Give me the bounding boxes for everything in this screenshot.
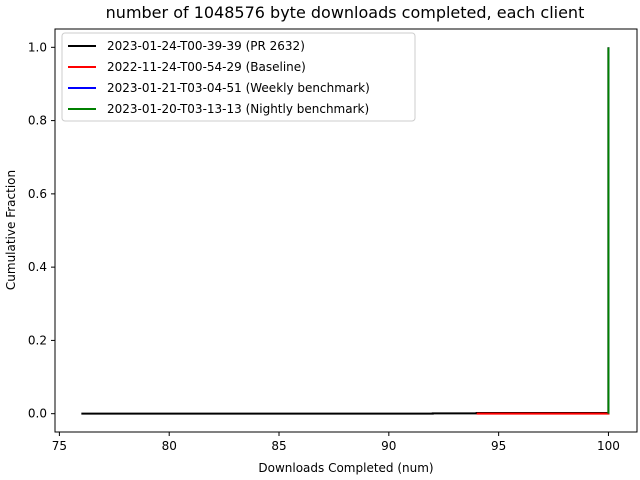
legend: 2023-01-24-T00-39-39 (PR 2632) 2022-11-24… — [61, 32, 416, 122]
x-tick-label: 80 — [162, 439, 177, 453]
y-tick-label: 0.4 — [28, 260, 47, 274]
legend-box — [61, 32, 416, 122]
x-tick-label: 100 — [597, 439, 620, 453]
series-layer — [81, 47, 610, 415]
plot-frame — [54, 28, 638, 433]
chart-title: number of 1048576 byte downloads complet… — [106, 3, 585, 22]
x-tick-label: 90 — [381, 439, 396, 453]
x-axis-label: Downloads Completed (num) — [258, 461, 433, 475]
legend-label-0: 2023-01-24-T00-39-39 (PR 2632) — [107, 39, 305, 53]
legend-label-3: 2023-01-20-T03-13-13 (Nightly benchmark) — [107, 102, 369, 116]
x-tick-label: 95 — [491, 439, 506, 453]
y-tick-label: 0.0 — [28, 407, 47, 421]
y-tick-label: 0.8 — [28, 114, 47, 128]
y-tick-label: 1.0 — [28, 40, 47, 54]
y-tick-label: 0.2 — [28, 333, 47, 347]
y-axis-label: Cumulative Fraction — [4, 170, 18, 290]
y-axis: 0.0 0.2 0.4 0.6 0.8 1.0 — [28, 40, 55, 421]
legend-label-2: 2023-01-21-T03-04-51 (Weekly benchmark) — [107, 81, 370, 95]
y-tick-label: 0.6 — [28, 187, 47, 201]
plot-area — [54, 28, 638, 433]
x-tick-label: 75 — [52, 439, 67, 453]
series-line-1 — [476, 47, 610, 415]
x-axis: 75 80 85 90 95 100 — [52, 432, 620, 453]
legend-label-1: 2022-11-24-T00-54-29 (Baseline) — [107, 60, 306, 74]
x-tick-label: 85 — [271, 439, 286, 453]
